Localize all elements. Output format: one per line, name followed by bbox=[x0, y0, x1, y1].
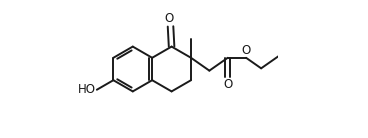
Text: O: O bbox=[242, 43, 251, 57]
Text: HO: HO bbox=[78, 83, 96, 96]
Text: O: O bbox=[165, 12, 174, 25]
Text: O: O bbox=[223, 78, 232, 91]
